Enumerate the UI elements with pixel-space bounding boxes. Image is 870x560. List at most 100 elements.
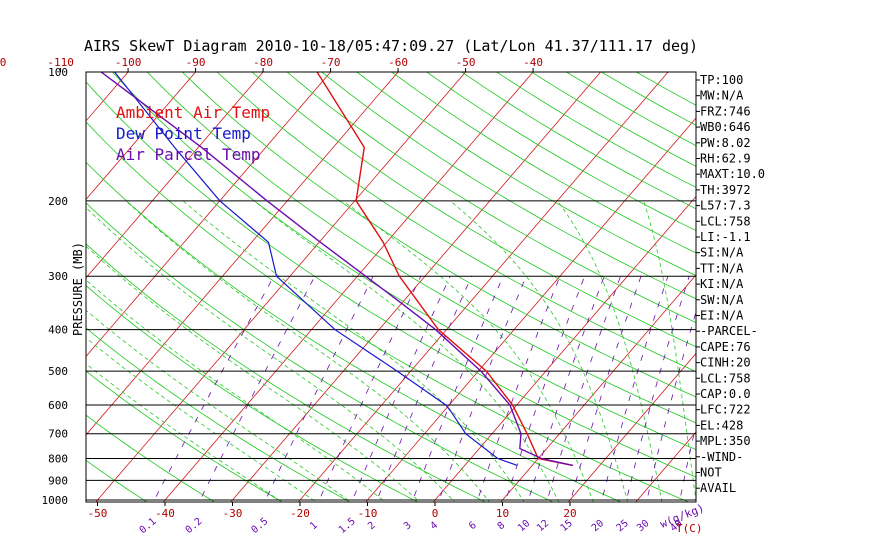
dry-adiabat-line bbox=[636, 72, 696, 106]
mixing-ratio-line bbox=[264, 276, 374, 502]
moist-adiabat-line bbox=[86, 245, 421, 502]
top-temp-label: -110 bbox=[47, 56, 74, 69]
dry-adiabat-line bbox=[86, 285, 419, 502]
index-entry: TT:N/A bbox=[700, 261, 744, 275]
dry-adiabat-line bbox=[86, 121, 690, 502]
bottom-temp-label: -40 bbox=[155, 507, 175, 520]
mixing-ratio-label: 20 bbox=[590, 518, 606, 534]
index-entry: PW:8.02 bbox=[700, 136, 751, 150]
dry-adiabat-line bbox=[426, 72, 696, 232]
index-entry: LFC:722 bbox=[700, 403, 751, 417]
moist-adiabat-line bbox=[125, 200, 490, 502]
moist-adiabat-line bbox=[253, 200, 560, 502]
bottom-temp-axis: -50 -40 -30 -20 -10 0 10 20 bbox=[88, 502, 577, 520]
pressure-tick-label: 700 bbox=[48, 428, 68, 441]
plot-frame bbox=[85, 71, 697, 503]
moist-adiabat-line bbox=[449, 200, 629, 502]
moist-adiabat-line bbox=[182, 200, 525, 502]
isotherm-line bbox=[86, 72, 264, 279]
top-temp-label: -40 bbox=[523, 56, 543, 69]
bottom-temp-label: -20 bbox=[290, 507, 310, 520]
mixing-ratio-label: 8 bbox=[496, 520, 508, 532]
dry-adiabat-line bbox=[86, 202, 555, 502]
isotherm-line bbox=[500, 274, 696, 502]
top-temp-label: -50 bbox=[456, 56, 476, 69]
mixing-ratio-label: 25 bbox=[615, 518, 631, 534]
isotherm-line bbox=[832, 62, 870, 509]
dry-adiabat-lines bbox=[0, 72, 696, 509]
index-entry: NOT bbox=[700, 466, 722, 480]
dry-adiabat-line bbox=[86, 327, 351, 502]
index-entry: EI:N/A bbox=[700, 309, 744, 323]
mixing-ratio-label: 0.2 bbox=[184, 516, 205, 536]
top-temp-axis: -120 -110 -100 -90 -80 -70 -60 -50 -40 bbox=[0, 56, 543, 72]
pressure-tick-label: 400 bbox=[48, 324, 68, 337]
top-temp-label: -100 bbox=[115, 56, 142, 69]
dry-adiabat-line bbox=[86, 243, 487, 502]
mixing-ratio-line bbox=[351, 276, 451, 502]
top-temp-label: -70 bbox=[321, 56, 341, 69]
index-entry: SI:N/A bbox=[700, 246, 744, 260]
pressure-axis: 100 200 300 400 500 600 700 800 900 1000 bbox=[42, 66, 69, 507]
isotherm-line bbox=[86, 72, 332, 358]
top-temp-label: -60 bbox=[388, 56, 408, 69]
mixing-ratio-line bbox=[438, 276, 527, 502]
index-entry: FRZ:746 bbox=[700, 104, 751, 118]
index-entry: LCL:758 bbox=[700, 214, 751, 228]
mixing-ratio-line bbox=[646, 310, 696, 502]
profile-series bbox=[100, 72, 573, 467]
index-entry: RH:62.9 bbox=[700, 152, 751, 166]
dry-adiabat-line bbox=[0, 72, 21, 509]
mixing-ratio-label: 10 bbox=[516, 518, 532, 534]
dry-adiabat-line bbox=[356, 72, 696, 277]
isotherm-line bbox=[297, 72, 669, 502]
mixing-ratio-lines bbox=[152, 276, 696, 502]
mixing-ratio-labels: 0.1 0.2 0.5 1 1.5 2 3 4 6 8 10 12 15 20 25 30 40 bbox=[138, 516, 685, 536]
mixing-ratio-label: 2 bbox=[366, 520, 378, 532]
mixing-ratio-line bbox=[476, 276, 561, 502]
index-entry: CAPE:76 bbox=[700, 340, 751, 354]
isotherm-line bbox=[765, 62, 870, 509]
index-entry: LI:-1.1 bbox=[700, 230, 751, 244]
mixing-ratio-label: 4 bbox=[428, 520, 440, 532]
index-entry: -PARCEL- bbox=[700, 324, 758, 338]
mixing-ratio-line bbox=[546, 276, 621, 502]
index-entry: AVAIL bbox=[700, 481, 736, 495]
series-line-dew-point-temp bbox=[114, 72, 518, 466]
mixing-ratio-label: 30 bbox=[635, 518, 651, 534]
pressure-tick-label: 300 bbox=[48, 270, 68, 283]
isotherm-line bbox=[635, 431, 696, 502]
top-temp-label: -90 bbox=[186, 56, 206, 69]
moist-adiabat-line bbox=[86, 363, 283, 502]
moist-adiabat-line bbox=[86, 337, 317, 502]
mixing-ratio-label: 6 bbox=[467, 520, 479, 532]
dry-adiabat-line bbox=[86, 459, 148, 502]
dry-adiabat-line bbox=[251, 72, 696, 348]
pressure-tick-label: 200 bbox=[48, 195, 68, 208]
pressure-tick-label: 600 bbox=[48, 399, 68, 412]
mixing-ratio-label: 0.5 bbox=[249, 516, 270, 536]
mixing-ratio-line bbox=[318, 276, 422, 502]
dry-adiabat-line bbox=[146, 72, 696, 424]
moist-adiabat-line bbox=[557, 200, 663, 502]
bottom-temp-label: 10 bbox=[496, 507, 509, 520]
mixing-ratio-line bbox=[600, 276, 669, 502]
moist-adiabat-line bbox=[86, 309, 352, 502]
dry-adiabat-line bbox=[86, 414, 216, 502]
mixing-ratio-label: 1.5 bbox=[337, 516, 358, 536]
series-line-air-parcel-temp bbox=[100, 72, 573, 467]
index-entry: EL:428 bbox=[700, 418, 743, 432]
bottom-temp-label: 20 bbox=[563, 507, 576, 520]
bottom-temp-label: 0 bbox=[432, 507, 439, 520]
pressure-tick-label: 500 bbox=[48, 365, 68, 378]
mixing-ratio-label: 1 bbox=[308, 520, 320, 532]
mixing-ratio-label: 3 bbox=[402, 520, 414, 532]
mixing-ratio-line bbox=[152, 276, 275, 502]
top-temp-label: -80 bbox=[253, 56, 273, 69]
mixing-ratio-line bbox=[625, 276, 690, 502]
dry-adiabat-line bbox=[286, 72, 696, 323]
bottom-temp-label: -10 bbox=[358, 507, 378, 520]
mixing-ratio-line bbox=[411, 276, 504, 502]
